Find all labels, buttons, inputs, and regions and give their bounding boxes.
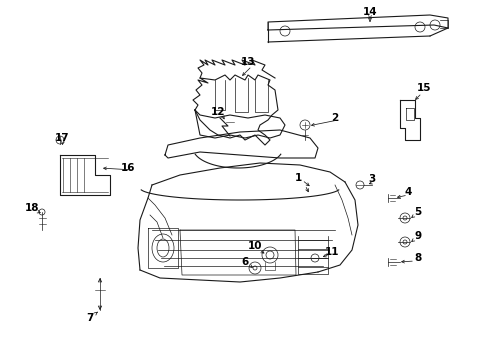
Text: 5: 5	[413, 207, 421, 217]
Text: 18: 18	[25, 203, 39, 213]
Text: 14: 14	[362, 7, 377, 17]
Text: 12: 12	[210, 107, 225, 117]
Text: 3: 3	[367, 174, 375, 184]
Text: 1: 1	[294, 173, 301, 183]
Text: 7: 7	[86, 313, 94, 323]
Text: 4: 4	[404, 187, 411, 197]
Text: 10: 10	[247, 241, 262, 251]
Text: 17: 17	[55, 133, 69, 143]
Text: 9: 9	[414, 231, 421, 241]
Text: 15: 15	[416, 83, 430, 93]
Text: 16: 16	[121, 163, 135, 173]
Text: 2: 2	[331, 113, 338, 123]
Text: 6: 6	[241, 257, 248, 267]
Text: 11: 11	[324, 247, 339, 257]
Text: 8: 8	[413, 253, 421, 263]
Text: 13: 13	[240, 57, 255, 67]
